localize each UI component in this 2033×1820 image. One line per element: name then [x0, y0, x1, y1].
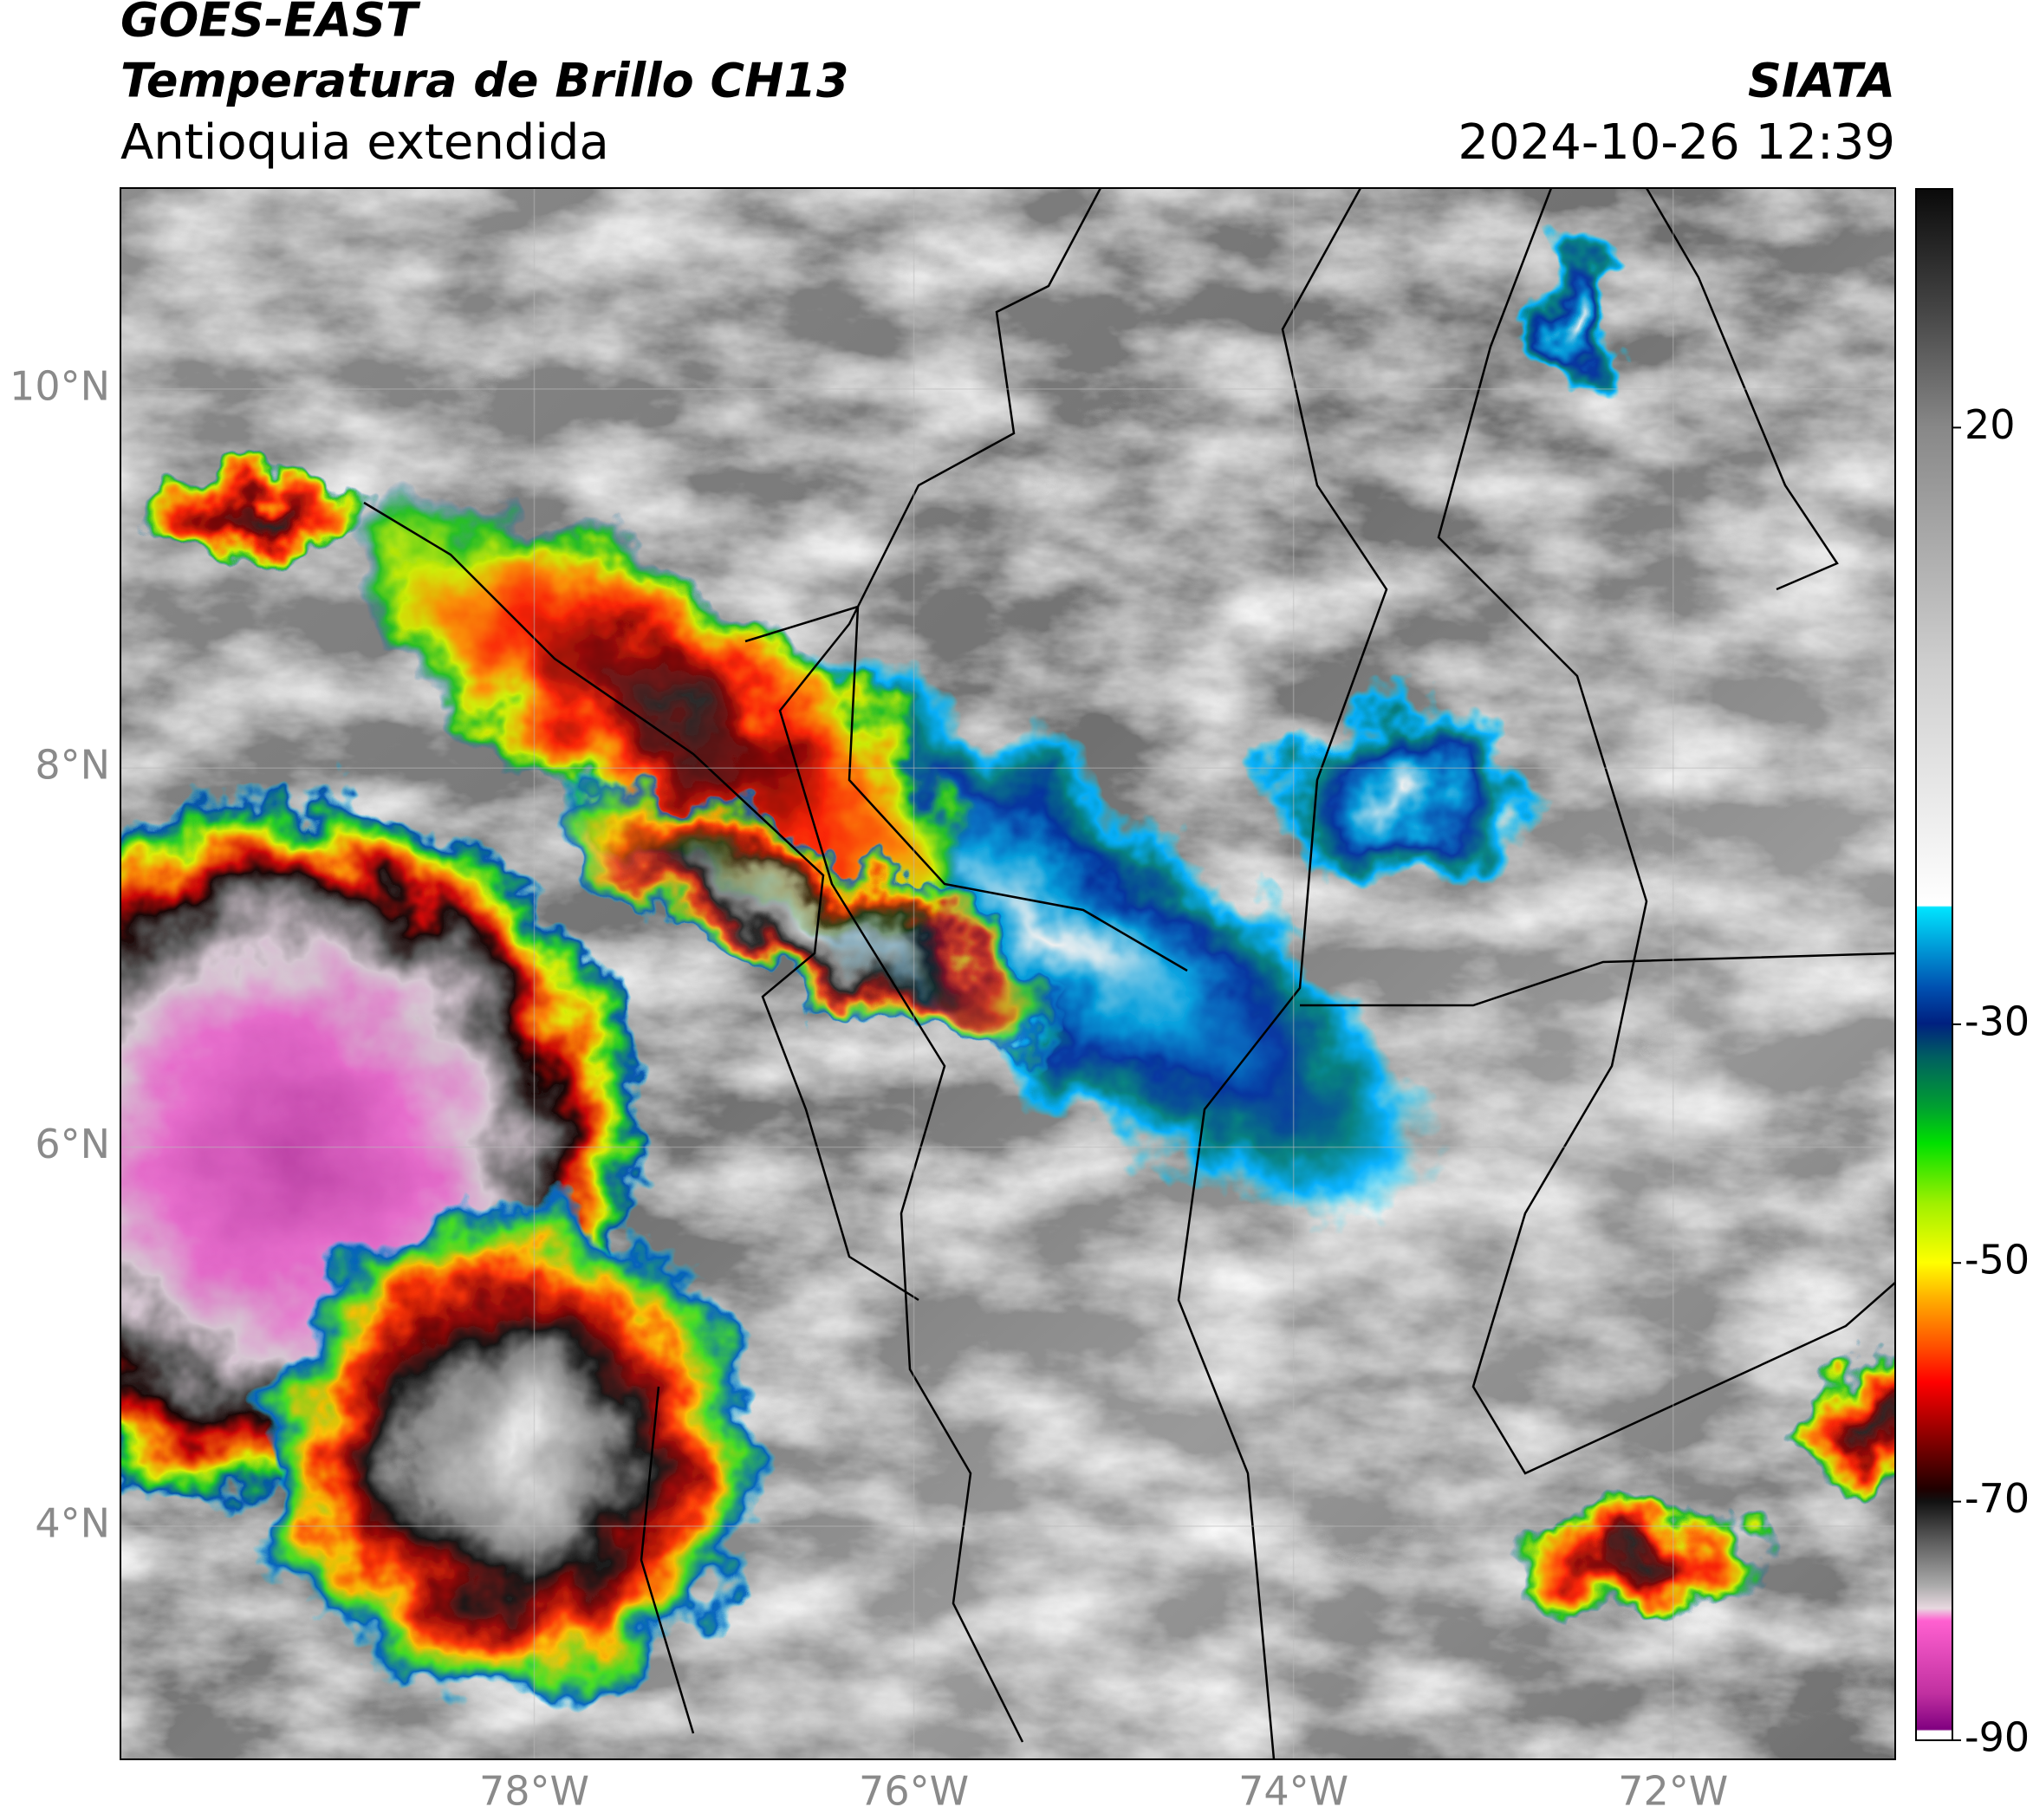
- colorbar-label: -70: [1965, 1475, 2030, 1522]
- colorbar-label: -50: [1965, 1237, 2030, 1284]
- lat-label: 4°N: [35, 1500, 110, 1547]
- lat-label: 8°N: [35, 742, 110, 789]
- colorbar-ticks: 20 -30 -50 -70 -90: [1952, 401, 2030, 1761]
- lon-label: 74°W: [1238, 1768, 1348, 1815]
- product: Temperatura de Brillo CH13: [120, 54, 849, 108]
- satellite-image: [120, 188, 1895, 1759]
- map-frame: [120, 187, 1896, 1760]
- source: SIATA: [1748, 54, 1895, 108]
- graticule: [120, 188, 1895, 1759]
- colorbar-label: -90: [1965, 1714, 2030, 1761]
- title: GOES-EAST: [120, 0, 421, 48]
- colorbar-label: -30: [1965, 998, 2030, 1044]
- colorbar-label: 20: [1965, 401, 2016, 448]
- datetime: 2024-10-26 12:39: [1458, 114, 1895, 171]
- lon-label: 78°W: [479, 1768, 589, 1815]
- lon-label: 76°W: [859, 1768, 969, 1815]
- region: Antioquia extendida: [120, 114, 609, 171]
- lat-label: 6°N: [35, 1121, 110, 1167]
- borders: [363, 188, 1895, 1759]
- colorbar: [1915, 188, 1953, 1741]
- lon-label: 72°W: [1618, 1768, 1728, 1815]
- lat-label: 10°N: [10, 362, 110, 409]
